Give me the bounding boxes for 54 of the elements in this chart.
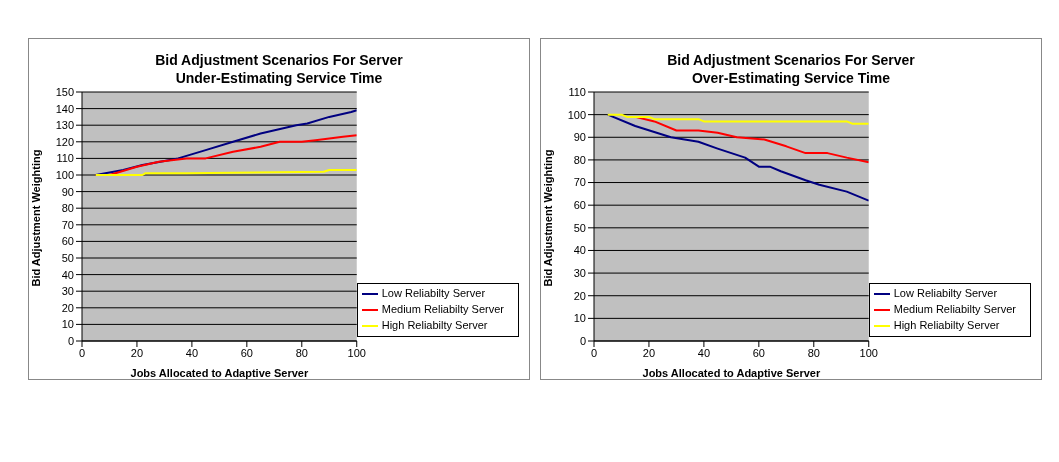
legend-label: High Reliabilty Server — [381, 318, 488, 331]
y-tick-label: 110 — [56, 152, 74, 165]
y-tick-label: 70 — [61, 218, 74, 231]
y-tick-label: 40 — [61, 268, 74, 281]
y-tick-label: 140 — [55, 102, 74, 115]
y-tick-label: 60 — [61, 235, 74, 248]
y-tick-label: 120 — [55, 135, 74, 148]
y-tick-label: 80 — [61, 202, 74, 215]
y-tick-label: 80 — [573, 153, 586, 166]
y-tick-label: 30 — [61, 285, 74, 298]
y-tick-label: 90 — [573, 131, 586, 144]
x-tick-label: 0 — [78, 346, 86, 359]
y-tick-label: 90 — [61, 185, 74, 198]
x-tick-label: 40 — [185, 346, 199, 359]
y-tick-label: 130 — [55, 119, 74, 132]
x-tick-label: 60 — [240, 346, 253, 359]
x-axis-title: Jobs Allocated to Adaptive Server — [130, 367, 309, 379]
legend-label: Low Reliabilty Server — [381, 286, 486, 299]
y-tick-label: 20 — [573, 289, 586, 302]
line-series — [606, 113, 869, 202]
y-tick-label: 40 — [573, 244, 586, 257]
y-tick-label: 60 — [573, 199, 586, 212]
y-tick-label: 100 — [567, 108, 586, 121]
x-axis-title: Jobs Allocated to Adaptive Server — [642, 367, 821, 379]
y-axis-title: Bid Adjustment Weighting — [541, 149, 554, 287]
y-axis-title: Bid Adjustment Weighting — [29, 149, 42, 287]
x-tick-label: 100 — [859, 346, 878, 359]
x-tick-label: 20 — [642, 346, 656, 359]
x-tick-label: 80 — [807, 346, 820, 359]
x-tick-label: 60 — [752, 346, 765, 359]
y-tick-label: 10 — [573, 312, 586, 325]
y-tick-label: 20 — [61, 301, 74, 314]
x-tick-label: 100 — [347, 346, 366, 359]
y-tick-label: 150 — [55, 85, 74, 98]
y-tick-label: 0 — [579, 334, 586, 347]
y-tick-label: 50 — [573, 221, 586, 234]
y-tick-label: 10 — [61, 318, 74, 331]
chart-title: Bid Adjustment Scenarios For Server Over-Estimating Service Time — [666, 51, 916, 87]
y-tick-label: 50 — [61, 251, 74, 264]
x-tick-label: 80 — [295, 346, 308, 359]
legend-label: Low Reliabilty Server — [893, 286, 998, 299]
y-tick-label: 110 — [568, 85, 586, 98]
line-series — [606, 113, 869, 125]
x-tick-label: 20 — [130, 346, 144, 359]
y-tick-label: 30 — [573, 267, 586, 279]
x-tick-label: 40 — [697, 346, 711, 359]
legend-label: High Reliabilty Server — [893, 318, 1000, 331]
y-tick-label: 70 — [573, 176, 586, 189]
legend-label: Medium Reliabilty Server — [381, 302, 504, 315]
chart-title: Bid Adjustment Scenarios For Server Under-Estimating Service Time — [154, 51, 404, 87]
x-tick-label: 0 — [590, 346, 598, 359]
y-tick-label: 0 — [67, 334, 74, 347]
legend-label: Medium Reliabilty Server — [893, 302, 1016, 315]
y-tick-label: 100 — [55, 168, 74, 181]
